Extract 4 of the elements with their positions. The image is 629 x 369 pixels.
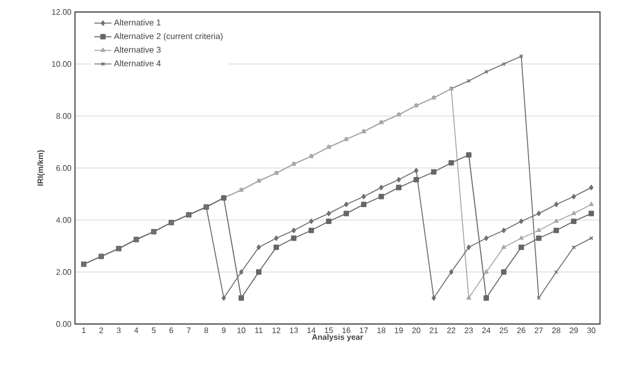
legend-label: Alternative 3 (114, 46, 161, 53)
legend-label: Alternative 2 (current criteria) (114, 32, 223, 41)
legend-label: Alternative 4 (114, 60, 161, 66)
legend-label: Alternative 1 (114, 19, 161, 26)
